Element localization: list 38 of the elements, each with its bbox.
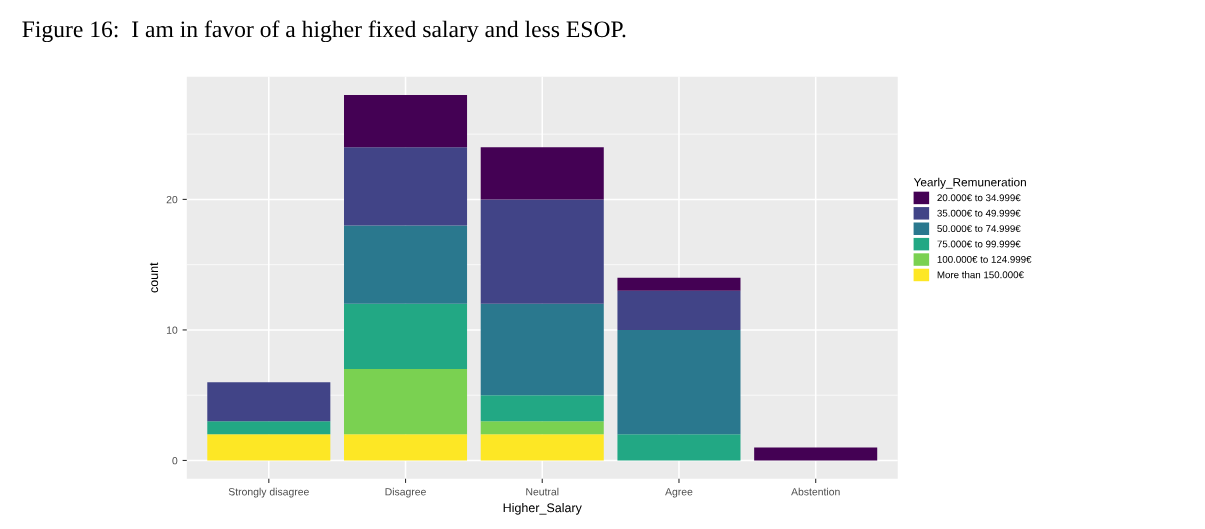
y-tick-label: 20 xyxy=(166,195,178,204)
y-tick-label: 10 xyxy=(166,326,178,334)
y-axis-title: count xyxy=(149,262,159,293)
bar xyxy=(344,369,468,435)
x-tick-label: Strongly disagree xyxy=(228,487,309,498)
legend-title: Yearly_Remuneration xyxy=(913,177,1026,189)
bar xyxy=(480,147,604,200)
bar xyxy=(344,225,468,304)
bar xyxy=(480,303,604,396)
bar xyxy=(207,382,331,422)
legend-label: 35.000€ to 49.999€ xyxy=(937,209,1021,217)
x-tick-label: Disagree xyxy=(385,487,426,498)
chart-title: Figure 16: I am in favor of a higher fixed salary and less ESOP. xyxy=(22,20,626,43)
bar xyxy=(617,329,741,435)
bar xyxy=(344,94,468,148)
y-tick-label: 0 xyxy=(172,456,178,465)
bar xyxy=(344,303,468,370)
bar xyxy=(617,434,741,461)
x-tick-label: Neutral xyxy=(526,487,559,496)
x-axis-title: Higher_Salary xyxy=(503,503,582,515)
bar xyxy=(480,395,604,422)
x-tick-label: Abstention xyxy=(791,487,840,496)
bar xyxy=(480,199,604,304)
bar xyxy=(480,421,604,435)
bar xyxy=(344,147,468,226)
legend-label: 20.000€ to 34.999€ xyxy=(937,194,1021,202)
bar xyxy=(207,434,331,461)
x-tick-label: Agree xyxy=(665,488,693,498)
bar xyxy=(480,434,604,461)
legend-label: More than 150.000€ xyxy=(937,271,1024,279)
bar xyxy=(344,434,468,461)
legend-label: 75.000€ to 99.999€ xyxy=(937,240,1021,248)
bar xyxy=(207,421,331,435)
bar xyxy=(754,447,878,461)
bar xyxy=(617,277,741,291)
legend-label: 50.000€ to 74.999€ xyxy=(937,225,1021,233)
bar xyxy=(617,290,741,330)
legend-label: 100.000€ to 124.999€ xyxy=(937,255,1032,263)
